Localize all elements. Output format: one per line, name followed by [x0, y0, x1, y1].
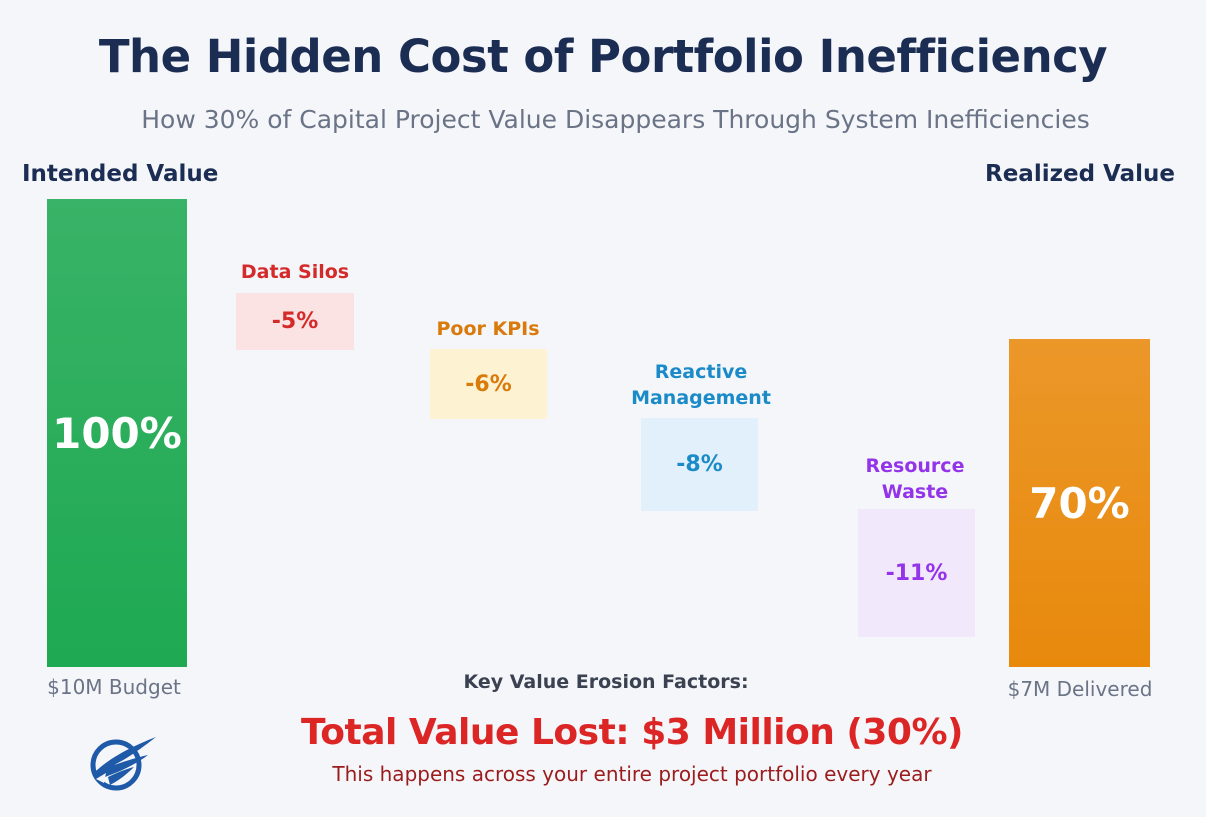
- eagle-logo-icon: [86, 733, 158, 791]
- total-value-lost: Total Value Lost: $3 Million (30%): [300, 712, 964, 753]
- factor-box-reactive-management: -8%: [641, 418, 758, 511]
- realized-value-bar: 70%: [1009, 339, 1150, 667]
- chart-title: The Hidden Cost of Portfolio Inefficienc…: [98, 30, 1108, 83]
- factor-value-resource-waste: -11%: [885, 560, 948, 586]
- delivered-caption: $7M Delivered: [1007, 677, 1153, 701]
- realized-value-heading: Realized Value: [985, 161, 1175, 187]
- portfolio-note: This happens across your entire project …: [332, 762, 932, 786]
- factor-value-data-silos: -5%: [271, 309, 319, 334]
- factor-box-resource-waste: -11%: [858, 509, 975, 637]
- intended-value-bar: 100%: [47, 199, 187, 667]
- realized-value-label: 70%: [1029, 478, 1130, 528]
- factor-label-reactive-management: Reactive Management: [631, 361, 771, 409]
- factors-heading: Key Value Erosion Factors:: [463, 671, 749, 693]
- factor-label-data-silos: Data Silos: [240, 261, 350, 283]
- factor-value-reactive-management: -8%: [676, 452, 723, 477]
- factor-box-data-silos: -5%: [236, 293, 354, 350]
- intended-value-label: 100%: [52, 408, 182, 458]
- intended-value-heading: Intended Value: [22, 161, 219, 187]
- factor-label-resource-waste: Resource Waste: [865, 455, 965, 503]
- factor-value-poor-kpis: -6%: [465, 371, 512, 397]
- factor-box-poor-kpis: -6%: [430, 349, 547, 419]
- budget-caption: $10M Budget: [47, 675, 181, 699]
- factor-label-poor-kpis: Poor KPIs: [436, 318, 540, 340]
- chart-subtitle: How 30% of Capital Project Value Disappe…: [141, 105, 1090, 134]
